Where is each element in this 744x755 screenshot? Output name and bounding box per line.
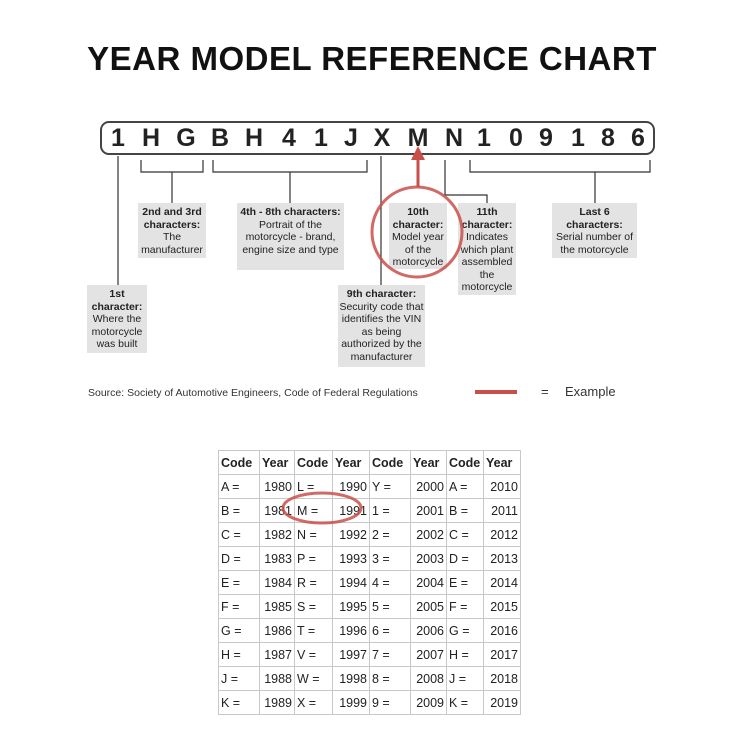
code-cell: R = [294, 570, 333, 595]
code-cell: P = [294, 546, 333, 571]
year-cell: 1987 [259, 642, 295, 667]
vin-character: 8 [601, 124, 615, 152]
table-row: K = 1989 X = 1999 9 = 2009 K = 2019 [218, 690, 521, 715]
highlight-circle-tenth [370, 185, 464, 279]
year-cell: 2005 [410, 594, 447, 619]
vin-character: 1 [477, 124, 491, 152]
vin-character: M [407, 124, 429, 152]
code-cell: D = [218, 546, 260, 571]
code-cell: 9 = [369, 690, 411, 715]
year-cell: 1980 [259, 474, 295, 499]
page-title: YEAR MODEL REFERENCE CHART [87, 40, 657, 77]
column-header: Code [218, 450, 260, 475]
code-cell: B = [446, 498, 484, 523]
year-cell: 1982 [259, 522, 295, 547]
label-first: 1st character: Where the motorcycle was b… [87, 285, 147, 353]
vin-character: 1 [111, 124, 125, 152]
year-cell: 2000 [410, 474, 447, 499]
code-cell: B = [218, 498, 260, 523]
vin-character: H [141, 124, 161, 152]
code-cell: W = [294, 666, 333, 691]
year-cell: 2003 [410, 546, 447, 571]
code-cell: H = [446, 642, 484, 667]
year-cell: 2013 [483, 546, 521, 571]
vin-character: 6 [631, 124, 645, 152]
code-cell: V = [294, 642, 333, 667]
year-cell: 2019 [483, 690, 521, 715]
year-code-table: Code Year Code Year Code Year Code Year A = 1980… [218, 450, 521, 715]
label-second-third: 2nd and 3rd characters: The manufacturer [138, 203, 206, 258]
vin-character: B [210, 124, 230, 152]
highlight-arrow-head [411, 146, 425, 160]
vin-character: 9 [539, 124, 553, 152]
legend-label: Example [565, 384, 616, 399]
vin-character: 1 [571, 124, 585, 152]
code-cell: F = [218, 594, 260, 619]
year-cell: 1989 [259, 690, 295, 715]
code-cell: K = [218, 690, 260, 715]
table-row: H = 1987 V = 1997 7 = 2007 H = 2017 [218, 642, 521, 667]
year-cell: 2006 [410, 618, 447, 643]
code-cell: D = [446, 546, 484, 571]
bracket-second-third [140, 160, 204, 203]
vin-character: J [344, 124, 358, 152]
year-cell: 1986 [259, 618, 295, 643]
vin-character: N [444, 124, 464, 152]
year-cell: 1984 [259, 570, 295, 595]
code-cell: A = [218, 474, 260, 499]
bracket-fourth-eighth [212, 160, 368, 203]
code-cell: K = [446, 690, 484, 715]
vin-character: H [244, 124, 264, 152]
table-row: B = 1981 M = 1991 1 = 2001 B = 2011 [218, 498, 521, 523]
label-eleventh: 11th character: Indicates which plant ass… [458, 203, 516, 295]
label-ninth: 9th character: Security code that identif… [338, 285, 425, 367]
vin-character: 4 [282, 124, 296, 152]
code-cell: T = [294, 618, 333, 643]
code-cell: G = [446, 618, 484, 643]
bracket-last-six [469, 160, 651, 203]
label-last-six: Last 6 characters: Serial number of the m… [552, 203, 637, 258]
year-cell: 2011 [483, 498, 521, 523]
column-header: Year [410, 450, 447, 475]
table-row: G = 1986 T = 1996 6 = 2006 G = 2016 [218, 618, 521, 643]
label-tenth: 10th character: Model year of the motorcy… [389, 203, 447, 269]
code-cell: A = [446, 474, 484, 499]
vin-character: 0 [509, 124, 523, 152]
bracket-eleventh [444, 160, 488, 203]
vin-character: X [373, 124, 391, 152]
year-cell: 2009 [410, 690, 447, 715]
table-row: F = 1985 S = 1995 5 = 2005 F = 2015 [218, 594, 521, 619]
code-cell: 3 = [369, 546, 411, 571]
vin-character: 1 [314, 124, 328, 152]
legend-equals: = [541, 384, 549, 399]
code-cell: 5 = [369, 594, 411, 619]
column-header: Year [483, 450, 521, 475]
code-cell: 1 = [369, 498, 411, 523]
column-header: Code [369, 450, 411, 475]
source-note: Source: Society of Automotive Engineers,… [88, 387, 418, 399]
year-cell: 2014 [483, 570, 521, 595]
vin-box [100, 121, 655, 155]
highlight-ellipse-m-1991 [281, 491, 363, 525]
code-cell: M = [294, 498, 333, 523]
code-cell: F = [446, 594, 484, 619]
vin-character: G [176, 124, 196, 152]
column-header: Code [294, 450, 333, 475]
year-cell: 2016 [483, 618, 521, 643]
label-fourth-eighth: 4th - 8th characters: Portrait of the mot… [237, 203, 344, 270]
